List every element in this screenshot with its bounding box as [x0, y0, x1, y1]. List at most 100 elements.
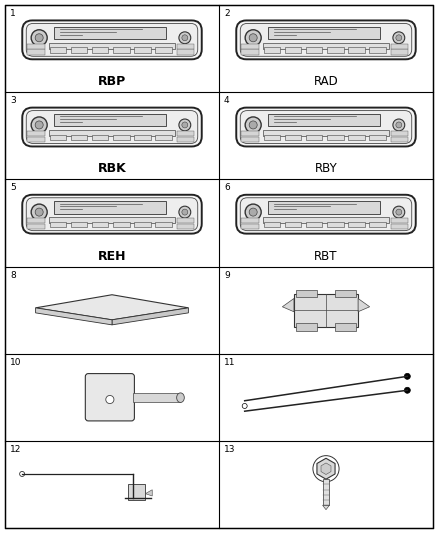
Circle shape [404, 373, 410, 379]
Circle shape [106, 395, 114, 403]
Polygon shape [35, 295, 188, 320]
Circle shape [35, 34, 43, 42]
Text: 13: 13 [224, 445, 236, 454]
Text: 5: 5 [10, 183, 16, 192]
Bar [155, 222, 172, 227]
Bar [391, 224, 409, 229]
Circle shape [393, 32, 405, 44]
Bar [391, 50, 409, 54]
Bar [263, 217, 389, 223]
Text: RBK: RBK [98, 163, 127, 175]
Bar [306, 222, 322, 227]
Bar [327, 222, 343, 227]
Polygon shape [317, 458, 335, 479]
FancyBboxPatch shape [22, 195, 202, 233]
Bar [177, 131, 194, 136]
Circle shape [249, 208, 257, 216]
Bar [50, 47, 66, 53]
Bar [177, 50, 194, 54]
Bar [49, 43, 175, 49]
Bar [264, 222, 280, 227]
Text: REH: REH [98, 249, 126, 263]
FancyBboxPatch shape [236, 195, 416, 233]
Bar [348, 222, 364, 227]
Polygon shape [321, 463, 331, 474]
Bar [241, 224, 259, 229]
Bar [54, 27, 166, 39]
Polygon shape [35, 308, 112, 325]
FancyBboxPatch shape [240, 198, 412, 231]
Bar [113, 47, 130, 53]
Bar [285, 222, 301, 227]
FancyBboxPatch shape [85, 374, 134, 421]
FancyBboxPatch shape [240, 111, 412, 143]
Bar [177, 224, 194, 229]
FancyBboxPatch shape [26, 23, 198, 56]
Circle shape [31, 30, 47, 46]
Polygon shape [145, 490, 152, 496]
Bar [71, 222, 88, 227]
Bar [50, 135, 66, 140]
Bar [327, 47, 343, 53]
Circle shape [31, 117, 47, 133]
Circle shape [249, 34, 257, 42]
FancyBboxPatch shape [236, 20, 416, 59]
Bar [177, 218, 194, 223]
Bar [241, 44, 259, 49]
Circle shape [393, 119, 405, 131]
Bar [241, 136, 259, 142]
Polygon shape [358, 298, 370, 312]
Bar [92, 135, 109, 140]
Circle shape [245, 204, 261, 220]
Text: 10: 10 [10, 358, 21, 367]
Text: 8: 8 [10, 271, 16, 279]
Bar [134, 393, 180, 402]
Bar [297, 324, 317, 330]
Circle shape [249, 121, 257, 129]
Circle shape [35, 121, 43, 129]
Bar [241, 218, 259, 223]
Text: RBT: RBT [314, 249, 338, 263]
Text: 12: 12 [10, 445, 21, 454]
Circle shape [179, 206, 191, 218]
Bar [155, 47, 172, 53]
Bar [391, 44, 409, 49]
Bar [369, 135, 385, 140]
Bar [113, 135, 130, 140]
Circle shape [179, 32, 191, 44]
Bar [264, 47, 280, 53]
FancyBboxPatch shape [26, 198, 198, 231]
Text: RBP: RBP [98, 75, 126, 88]
FancyBboxPatch shape [26, 111, 198, 143]
Bar [369, 222, 385, 227]
Bar [177, 44, 194, 49]
Circle shape [396, 209, 402, 215]
Bar [263, 43, 389, 49]
Text: 4: 4 [224, 96, 230, 105]
Bar [285, 47, 301, 53]
Bar [134, 47, 151, 53]
Bar [71, 47, 88, 53]
Bar [134, 135, 151, 140]
Bar [306, 135, 322, 140]
Circle shape [242, 403, 247, 408]
Circle shape [393, 206, 405, 218]
Text: 3: 3 [10, 96, 16, 105]
Bar [92, 47, 109, 53]
Bar [27, 224, 45, 229]
Text: 2: 2 [224, 9, 230, 18]
Circle shape [396, 35, 402, 41]
Bar [391, 218, 409, 223]
FancyBboxPatch shape [22, 20, 202, 59]
FancyBboxPatch shape [240, 23, 412, 56]
Bar [241, 131, 259, 136]
Bar [113, 222, 130, 227]
Circle shape [31, 204, 47, 220]
Text: 6: 6 [224, 183, 230, 192]
FancyBboxPatch shape [236, 108, 416, 147]
Circle shape [20, 472, 25, 477]
Bar [348, 135, 364, 140]
Bar [369, 47, 385, 53]
Bar [54, 201, 166, 214]
Circle shape [245, 30, 261, 46]
